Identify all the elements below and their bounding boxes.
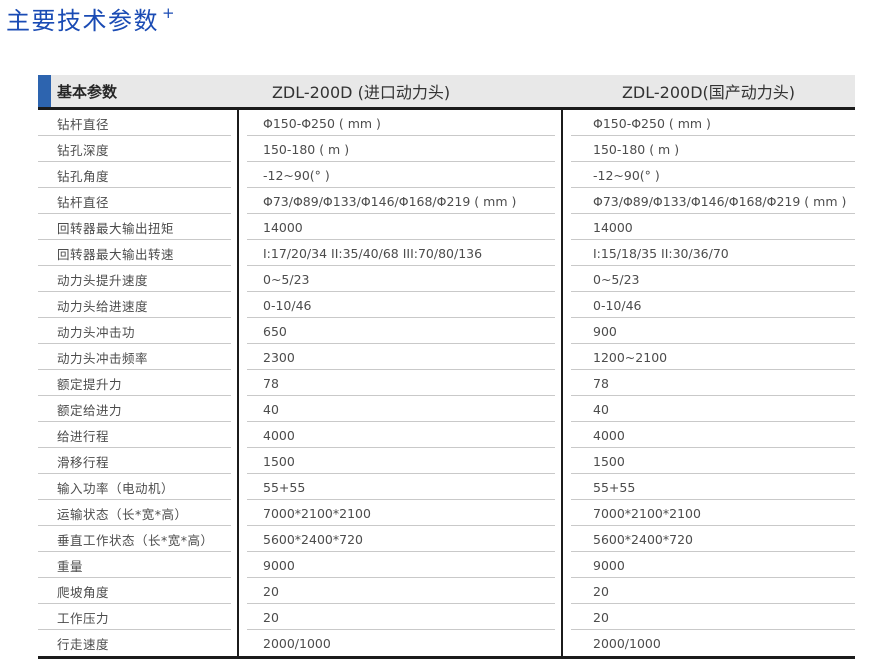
row-label: 给进行程 <box>38 422 238 448</box>
header-basic-params: 基本参数 <box>57 82 118 101</box>
row-label: 输入功率（电动机） <box>38 474 238 500</box>
domestic-value-cell: 7000*2100*2100 <box>562 500 855 526</box>
table-row: 回转器最大输出转速 I:17/20/34 II:35/40/68 III:70/8… <box>38 240 855 266</box>
row-label: 运输状态（长*宽*高） <box>38 500 238 526</box>
row-label: 行走速度 <box>57 636 110 652</box>
domestic-value-cell: 40 <box>562 396 855 422</box>
domestic-value-cell: 4000 <box>562 422 855 448</box>
table-row: 动力头冲击功 650 900 <box>38 318 855 344</box>
row-label: 动力头提升速度 <box>38 266 238 292</box>
domestic-value-cell: -12~90(° ) <box>562 162 855 188</box>
imported-value-cell: 2000/1000 <box>263 635 331 651</box>
domestic-value-cell: 1500 <box>562 448 855 474</box>
imported-value-cell: Φ73/Φ89/Φ133/Φ146/Φ168/Φ219 ( mm ) <box>238 188 562 214</box>
row-label: 动力头冲击功 <box>38 318 238 344</box>
row-label: 工作压力 <box>38 604 238 630</box>
row-label: 回转器最大输出扭矩 <box>38 214 238 240</box>
row-label: 重量 <box>38 552 238 578</box>
table-row: 额定提升力 78 78 <box>38 370 855 396</box>
table-row: 动力头提升速度 0~5/23 0~5/23 <box>38 266 855 292</box>
row-label: 滑移行程 <box>38 448 238 474</box>
table-row: 动力头冲击频率 2300 1200~2100 <box>38 344 855 370</box>
imported-value-cell: 7000*2100*2100 <box>238 500 562 526</box>
imported-value-cell: -12~90(° ) <box>238 162 562 188</box>
row-label: 回转器最大输出转速 <box>38 240 238 266</box>
domestic-value-cell: 9000 <box>562 552 855 578</box>
header-accent-bar <box>38 75 51 107</box>
imported-value-cell: 14000 <box>238 214 562 240</box>
domestic-value-cell: 1200~2100 <box>562 344 855 370</box>
table-row: 行走速度 2000/1000 2000/1000 <box>38 630 855 656</box>
row-label: 动力头给进速度 <box>38 292 238 318</box>
table-row: 动力头给进速度 0-10/46 0-10/46 <box>38 292 855 318</box>
table-row: 钻孔深度 150-180 ( m ) 150-180 ( m ) <box>38 136 855 162</box>
row-label: 额定提升力 <box>38 370 238 396</box>
domestic-value-cell: 900 <box>562 318 855 344</box>
table-row: 垂直工作状态（长*宽*高） 5600*2400*720 5600*2400*720 <box>38 526 855 552</box>
domestic-value-cell: 20 <box>562 604 855 630</box>
imported-value-cell: 2300 <box>238 344 562 370</box>
domestic-value-cell: 2000/1000 <box>593 635 661 651</box>
row-label: 垂直工作状态（长*宽*高） <box>38 526 238 552</box>
imported-value-cell: 150-180 ( m ) <box>238 136 562 162</box>
column-divider-2 <box>561 110 563 656</box>
imported-value-cell: 5600*2400*720 <box>238 526 562 552</box>
table-row: 重量 9000 9000 <box>38 552 855 578</box>
column-divider-1 <box>237 110 239 656</box>
domestic-value-cell: Φ150-Φ250 ( mm ) <box>562 110 855 136</box>
table-row: 运输状态（长*宽*高） 7000*2100*2100 7000*2100*2100 <box>38 500 855 526</box>
domestic-value-cell: 150-180 ( m ) <box>562 136 855 162</box>
row-label: 钻孔角度 <box>38 162 238 188</box>
table-row: 输入功率（电动机） 55+55 55+55 <box>38 474 855 500</box>
imported-value-cell: 650 <box>238 318 562 344</box>
table-row: 工作压力 20 20 <box>38 604 855 630</box>
imported-value-cell: 9000 <box>238 552 562 578</box>
imported-value-cell: 4000 <box>238 422 562 448</box>
row-label: 钻杆直径 <box>38 188 238 214</box>
domestic-value-cell: I:15/18/35 II:30/36/70 <box>562 240 855 266</box>
table-row: 爬坡角度 20 20 <box>38 578 855 604</box>
domestic-value-cell: 14000 <box>562 214 855 240</box>
table-row: 钻杆直径 Φ150-Φ250 ( mm ) Φ150-Φ250 ( mm ) <box>38 110 855 136</box>
imported-value-cell: 20 <box>238 578 562 604</box>
domestic-value-cell: 78 <box>562 370 855 396</box>
imported-value-cell: 0~5/23 <box>238 266 562 292</box>
row-label: 钻孔深度 <box>38 136 238 162</box>
table-row: 钻杆直径 Φ73/Φ89/Φ133/Φ146/Φ168/Φ219 ( mm ) Φ7… <box>38 188 855 214</box>
spec-table: 基本参数 ZDL-200D (进口动力头) ZDL-200D(国产动力头) 钻杆… <box>38 75 855 659</box>
domestic-value-cell: 20 <box>562 578 855 604</box>
imported-value-cell: 20 <box>238 604 562 630</box>
table-body: 钻杆直径 Φ150-Φ250 ( mm ) Φ150-Φ250 ( mm ) 钻孔深度… <box>38 110 855 659</box>
page-title-text: 主要技术参数 <box>6 7 159 35</box>
table-row: 钻孔角度 -12~90(° ) -12~90(° ) <box>38 162 855 188</box>
imported-value-cell: 55+55 <box>238 474 562 500</box>
header-domestic-model: ZDL-200D(国产动力头) <box>621 83 796 102</box>
imported-value-cell: I:17/20/34 II:35/40/68 III:70/80/136 <box>238 240 562 266</box>
imported-value-cell: 0-10/46 <box>238 292 562 318</box>
domestic-value-cell: Φ73/Φ89/Φ133/Φ146/Φ168/Φ219 ( mm ) <box>562 188 855 214</box>
row-label: 动力头冲击频率 <box>38 344 238 370</box>
domestic-value-cell: 0~5/23 <box>562 266 855 292</box>
table-row: 额定给进力 40 40 <box>38 396 855 422</box>
domestic-value-cell: 55+55 <box>562 474 855 500</box>
page-title: 主要技术参数 + <box>6 4 175 37</box>
table-row: 滑移行程 1500 1500 <box>38 448 855 474</box>
imported-value-cell: 40 <box>238 396 562 422</box>
row-label: 钻杆直径 <box>38 110 238 136</box>
row-label: 额定给进力 <box>38 396 238 422</box>
imported-value-cell: Φ150-Φ250 ( mm ) <box>238 110 562 136</box>
table-row: 给进行程 4000 4000 <box>38 422 855 448</box>
domestic-value-cell: 0-10/46 <box>562 292 855 318</box>
imported-value-cell: 78 <box>238 370 562 396</box>
title-plus-mark: + <box>162 4 175 22</box>
row-label: 爬坡角度 <box>38 578 238 604</box>
imported-value-cell: 1500 <box>238 448 562 474</box>
table-row: 回转器最大输出扭矩 14000 14000 <box>38 214 855 240</box>
domestic-value-cell: 5600*2400*720 <box>562 526 855 552</box>
header-imported-model: ZDL-200D (进口动力头) <box>271 83 451 102</box>
table-header-row: 基本参数 ZDL-200D (进口动力头) ZDL-200D(国产动力头) <box>38 75 855 110</box>
